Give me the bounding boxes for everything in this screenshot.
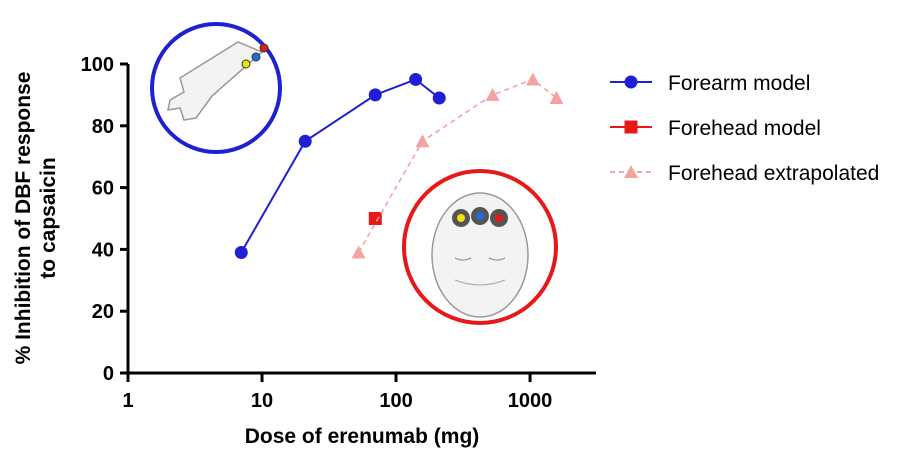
legend-label: Forehead extrapolated xyxy=(668,162,879,185)
forehead-illustration xyxy=(404,171,556,323)
x-tick-label: 10 xyxy=(251,390,273,412)
y-tick-label: 60 xyxy=(92,178,114,200)
data-point xyxy=(526,72,540,85)
legend-marker xyxy=(624,165,638,178)
chart: Dose of erenumab (mg) % Inhibition of DB… xyxy=(0,0,921,452)
y-tick-label: 80 xyxy=(92,116,114,138)
legend-marker xyxy=(625,76,638,89)
y-axis-title: to capsaicin xyxy=(37,157,60,278)
data-point xyxy=(235,246,248,259)
x-axis-title: Dose of erenumab (mg) xyxy=(245,425,480,448)
legend-label: Forehead model xyxy=(668,117,821,140)
data-point xyxy=(369,88,382,101)
x-tick-label: 100 xyxy=(379,390,412,412)
data-point xyxy=(352,245,366,258)
y-tick-label: 0 xyxy=(103,363,114,385)
y-tick-label: 40 xyxy=(92,239,114,261)
data-point xyxy=(369,212,382,225)
legend-marker xyxy=(625,121,638,134)
data-point xyxy=(486,88,500,101)
page: {"chart_data": {"type": "line", "x_label… xyxy=(0,0,921,452)
forearm-illustration xyxy=(152,24,280,152)
data-point xyxy=(409,73,422,86)
legend-label: Forearm model xyxy=(668,72,810,95)
data-point xyxy=(549,91,563,104)
x-tick-label: 1000 xyxy=(508,390,553,412)
data-point xyxy=(299,135,312,148)
y-tick-label: 100 xyxy=(81,54,114,76)
x-tick-label: 1 xyxy=(122,390,133,412)
y-axis-title: % Inhibition of DBF response xyxy=(12,72,35,365)
data-point xyxy=(433,91,446,104)
data-point xyxy=(415,134,429,147)
y-tick-label: 20 xyxy=(92,301,114,323)
